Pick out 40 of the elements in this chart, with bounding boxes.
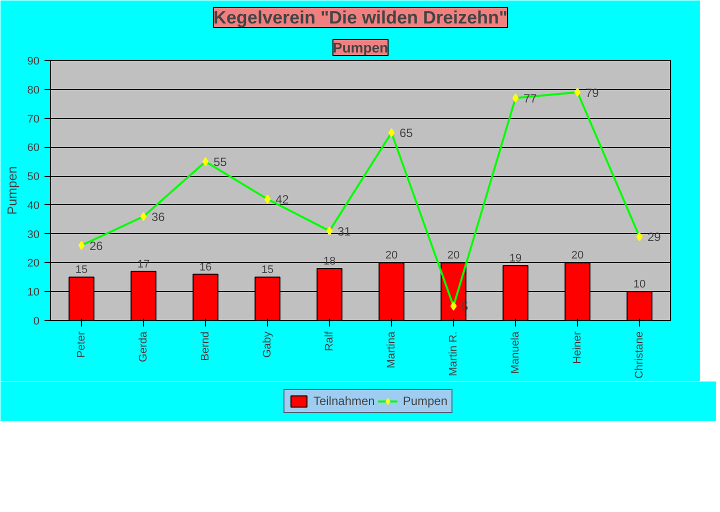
data-label: 15 [75,264,88,276]
y-tick-label: 80 [27,84,40,96]
data-label: 29 [648,230,662,244]
x-tick-label: Christane [634,332,646,379]
legend-label: Pumpen [402,394,448,408]
y-tick-label: 60 [27,142,40,154]
x-tick-label: Manuela [510,330,522,374]
chart-title: Kegelverein "Die wilden Dreizehn" [213,8,508,28]
data-label: 20 [447,250,460,262]
x-tick-label: Martina [386,330,398,368]
data-label: 10 [633,278,646,291]
data-label: 19 [509,252,522,265]
data-label: 65 [400,126,414,140]
x-tick-label: Gaby [262,331,274,358]
data-label: 20 [385,250,398,262]
data-label: 26 [90,238,104,253]
data-label: 20 [571,250,584,262]
y-axis-title: Pumpen [4,166,20,215]
y-tick-label: 50 [27,171,40,184]
y-tick-label: 10 [27,286,40,299]
x-tick-label: Ralf [324,330,336,352]
chart-subtitle: Pumpen [332,40,388,56]
x-tick-label: Bernd [200,331,212,361]
y-tick-label: 90 [27,56,40,68]
y-tick-label: 30 [27,228,40,241]
y-tick-label: 0 [33,316,40,328]
y-tick-label: 70 [27,113,40,126]
data-label: 16 [199,261,212,274]
data-label: 42 [276,192,290,207]
x-tick-label: Martin R. [448,331,460,376]
x-tick-label: Peter [76,331,88,358]
data-label: 55 [214,155,228,170]
x-tick-label: Gerda [138,330,150,362]
legend-label: Teilnahmen [313,394,375,408]
y-tick-label: 20 [27,258,40,270]
y-tick-label: 40 [27,200,40,212]
data-label: 36 [152,210,166,224]
x-tick-label: Heiner [572,331,584,364]
data-label: 15 [261,264,274,276]
data-label: 79 [586,86,600,100]
